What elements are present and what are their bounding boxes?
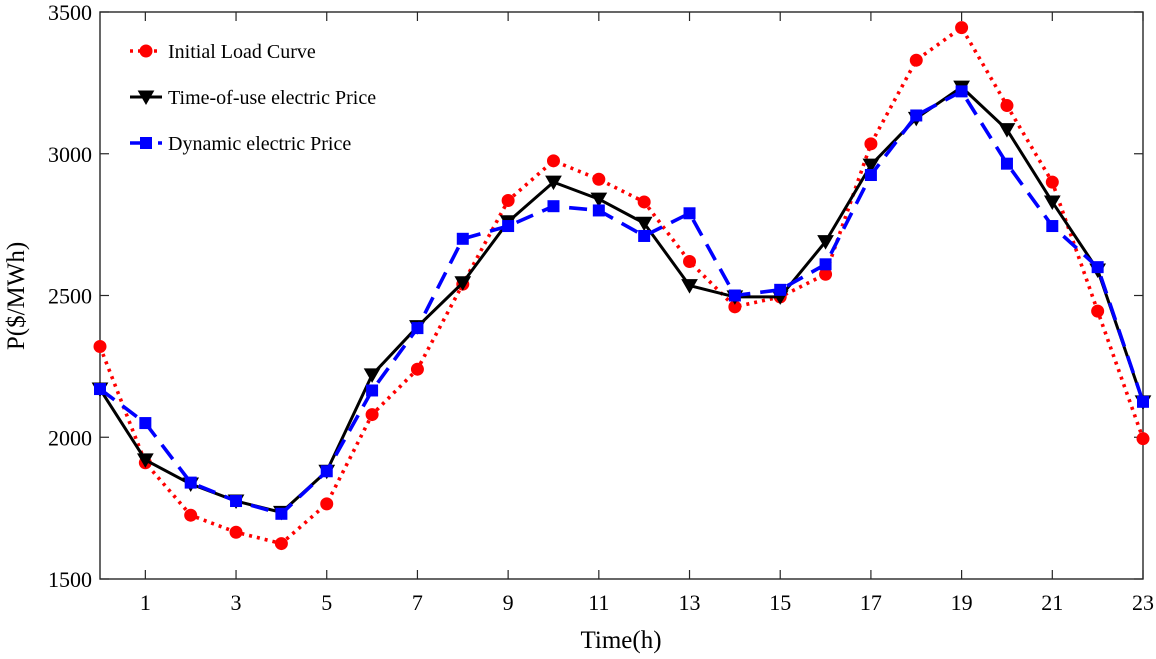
series-layer [91, 21, 1152, 551]
data-point [955, 21, 969, 35]
legend-item-2: Time-of-use electric Price [130, 87, 376, 109]
data-point [638, 229, 651, 242]
data-point [1091, 304, 1105, 318]
data-point [320, 465, 333, 478]
data-point [366, 384, 379, 397]
data-point [864, 169, 877, 182]
legend-swatch-marker [139, 44, 153, 58]
data-point [1136, 432, 1150, 446]
x-tick-label: 15 [769, 590, 791, 615]
data-point [817, 235, 834, 250]
y-tick-label: 3500 [48, 0, 92, 25]
data-point [545, 175, 562, 191]
x-tick-label: 7 [412, 590, 423, 615]
data-point [502, 220, 515, 233]
data-point [955, 85, 968, 98]
data-point [363, 368, 381, 383]
series-3 [94, 85, 1149, 520]
data-point [1091, 261, 1104, 274]
series-line-3 [98, 89, 1145, 516]
x-axis-label: Time(h) [580, 627, 661, 654]
y-axis-label: P($/MWh) [3, 242, 30, 350]
data-point [139, 417, 152, 430]
data-point [229, 525, 243, 539]
legend-swatch-marker [140, 137, 152, 149]
data-point [592, 172, 606, 186]
y-tick-label: 1500 [48, 567, 92, 592]
y-tick-label: 2500 [48, 284, 92, 309]
data-point [592, 204, 605, 217]
data-point [1000, 99, 1014, 113]
data-point [683, 254, 697, 268]
data-point [864, 137, 878, 151]
data-point [410, 362, 424, 376]
data-point [365, 408, 379, 422]
x-tick-label: 3 [231, 590, 242, 615]
data-point [635, 216, 653, 232]
legend-item-1: Initial Load Curve [130, 41, 316, 63]
data-point [547, 200, 560, 213]
data-point [136, 453, 154, 468]
x-tick-label: 13 [679, 590, 701, 615]
x-tick-label: 17 [860, 590, 882, 615]
data-point [998, 123, 1016, 138]
data-point [411, 322, 424, 335]
data-point [1045, 175, 1059, 189]
data-point [909, 53, 923, 67]
data-point [184, 508, 198, 522]
data-point [590, 192, 608, 208]
x-tick-label: 9 [503, 590, 514, 615]
data-point [94, 383, 106, 396]
data-point [93, 340, 107, 354]
data-point [1043, 195, 1061, 210]
x-tick-label: 21 [1041, 590, 1063, 615]
data-point [230, 495, 243, 508]
data-point [274, 537, 288, 551]
legend: Initial Load Curve Time-of-use electric P… [130, 41, 376, 155]
data-point [456, 232, 469, 245]
data-point [1137, 395, 1149, 408]
x-tick-label: 23 [1132, 590, 1154, 615]
data-point [184, 476, 197, 489]
legend-label: Initial Load Curve [168, 41, 316, 63]
data-point [774, 283, 787, 296]
data-point [1046, 220, 1059, 233]
x-tick-label: 19 [951, 590, 973, 615]
legend-label: Dynamic electric Price [168, 133, 351, 155]
series-line-2 [98, 85, 1145, 514]
data-point [454, 276, 472, 291]
legend-swatch-marker [137, 90, 155, 106]
data-point [728, 289, 741, 302]
data-point [320, 497, 334, 511]
data-point [862, 158, 880, 174]
series-1 [93, 21, 1150, 551]
legend-item-3: Dynamic electric Price [130, 133, 351, 155]
x-tick-label: 11 [588, 590, 609, 615]
data-point [637, 195, 651, 209]
x-tick-label: 1 [140, 590, 151, 615]
series-line-1 [98, 25, 1145, 546]
data-point [819, 258, 832, 271]
legend-label: Time-of-use electric Price [168, 87, 376, 109]
data-point [910, 109, 923, 122]
data-point [683, 207, 696, 220]
y-tick-label: 2000 [48, 425, 92, 450]
data-point [1000, 157, 1013, 170]
data-point [546, 154, 560, 168]
y-tick-label: 3000 [48, 142, 92, 167]
data-point [275, 507, 288, 520]
data-point [681, 279, 698, 294]
data-point [501, 194, 515, 208]
x-tick-label: 5 [321, 590, 332, 615]
